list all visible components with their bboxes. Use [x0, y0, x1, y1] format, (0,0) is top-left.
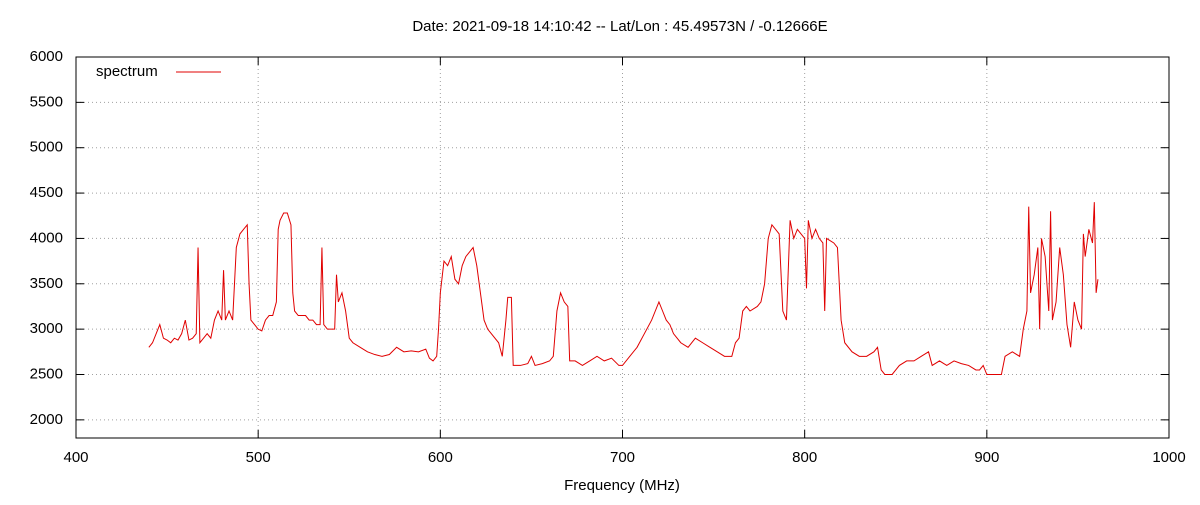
- x-tick-label: 1000: [1152, 449, 1185, 466]
- y-tick-label: 3500: [30, 275, 63, 292]
- y-tick-label: 5000: [30, 139, 63, 156]
- x-tick-label: 500: [246, 449, 271, 466]
- y-tick-label: 3000: [30, 320, 63, 337]
- x-tick-label: 400: [63, 449, 88, 466]
- legend-label: spectrum: [96, 63, 158, 80]
- plot-area: 2000 2500 3000 3500 4000 4500 5000 5500 6000 400 5…: [30, 48, 1186, 466]
- x-tick-label: 600: [428, 449, 453, 466]
- x-tick-label: 900: [974, 449, 999, 466]
- chart-title: Date: 2021-09-18 14:10:42 -- Lat/Lon : 4…: [412, 18, 827, 35]
- series-line: [148, 202, 1099, 375]
- y-tick-label: 2500: [30, 365, 63, 382]
- y-tick-label: 5500: [30, 93, 63, 110]
- y-tick-label: 4000: [30, 229, 63, 246]
- x-tick-label: 700: [610, 449, 635, 466]
- y-tick-label: 6000: [30, 48, 63, 65]
- x-tick-label: 800: [792, 449, 817, 466]
- plot-border: [75, 56, 1170, 439]
- y-tick-label: 4500: [30, 184, 63, 201]
- x-axis-label: Frequency (MHz): [564, 477, 680, 494]
- y-tick-label: 2000: [30, 411, 63, 428]
